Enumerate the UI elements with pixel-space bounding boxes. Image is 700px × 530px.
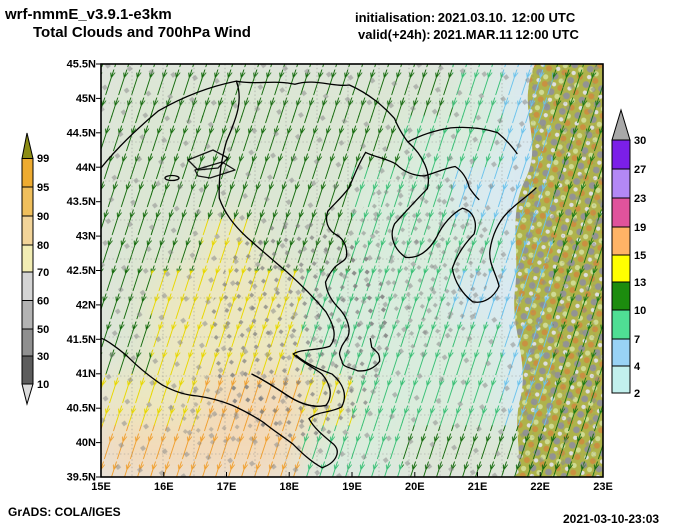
svg-text:17E: 17E [217,481,237,493]
svg-text:15: 15 [634,250,646,262]
svg-text:42.5N: 42.5N [67,265,96,277]
svg-text:43N: 43N [76,231,96,243]
svg-text:30: 30 [634,135,646,147]
svg-text:27: 27 [634,164,646,176]
svg-text:21E: 21E [468,481,488,493]
svg-text:45.5N: 45.5N [67,59,96,71]
svg-text:90: 90 [37,211,49,223]
svg-text:23E: 23E [593,481,613,493]
svg-text:42N: 42N [76,299,96,311]
svg-text:10: 10 [634,305,646,317]
svg-text:20E: 20E [405,481,425,493]
svg-text:2: 2 [634,388,640,400]
svg-text:60: 60 [37,296,49,308]
svg-text:19: 19 [634,222,646,234]
svg-text:15E: 15E [91,481,111,493]
svg-text:4: 4 [634,361,641,373]
svg-text:50: 50 [37,324,49,336]
svg-text:41N: 41N [76,368,96,380]
svg-text:10: 10 [37,379,49,391]
svg-text:99: 99 [37,153,49,165]
svg-text:19E: 19E [342,481,362,493]
svg-text:70: 70 [37,267,49,279]
svg-text:44N: 44N [76,162,96,174]
svg-text:43.5N: 43.5N [67,196,96,208]
svg-text:40N: 40N [76,437,96,449]
svg-text:30: 30 [37,351,49,363]
svg-text:7: 7 [634,334,640,346]
svg-text:16E: 16E [154,481,174,493]
svg-text:45N: 45N [76,93,96,105]
svg-text:22E: 22E [530,481,550,493]
svg-text:13: 13 [634,277,646,289]
svg-text:44.5N: 44.5N [67,127,96,139]
svg-text:95: 95 [37,182,49,194]
svg-text:18E: 18E [279,481,299,493]
svg-text:40.5N: 40.5N [67,403,96,415]
svg-text:80: 80 [37,240,49,252]
svg-text:23: 23 [634,193,646,205]
svg-text:41.5N: 41.5N [67,334,96,346]
